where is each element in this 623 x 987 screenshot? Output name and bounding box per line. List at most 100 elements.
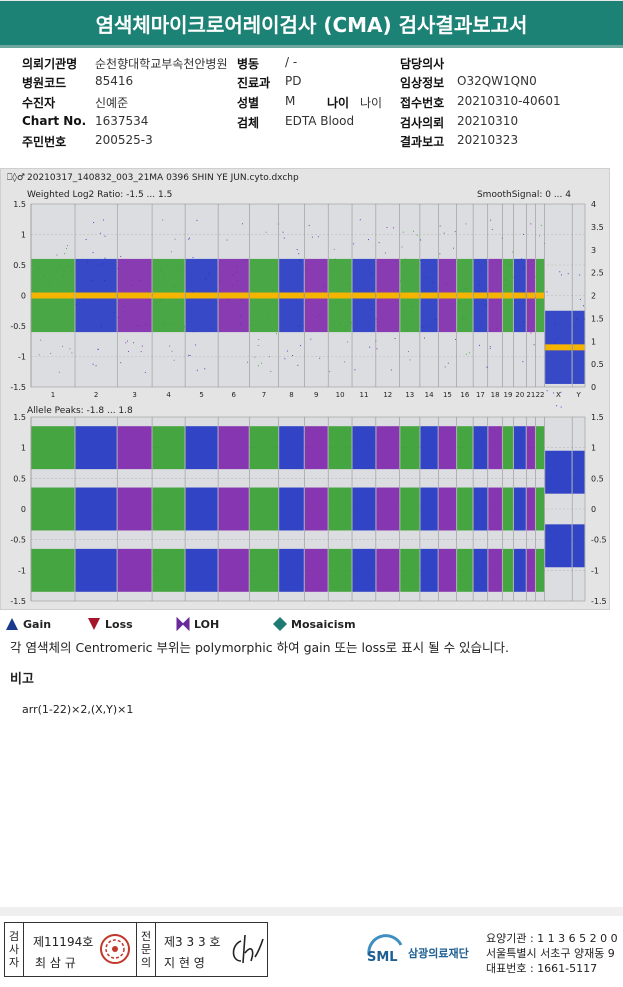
ratio-point	[141, 345, 143, 347]
top-plot-right-title: SmoothSignal: 0 ... 4	[477, 190, 571, 200]
ratio-point	[401, 262, 403, 264]
ratio-point	[530, 223, 532, 225]
ratio-point	[210, 327, 212, 329]
ratio-point	[319, 314, 321, 316]
allele-band	[457, 426, 473, 470]
ratio-point	[371, 308, 373, 310]
ratio-point	[204, 368, 206, 370]
info-value: 20210310-40601	[457, 94, 561, 108]
allele-band	[376, 487, 400, 531]
ratio-point	[95, 365, 97, 367]
ratio-point	[38, 354, 40, 356]
ratio-point	[317, 236, 319, 238]
ratio-point	[189, 237, 191, 239]
ratio-point	[454, 231, 456, 233]
ratio-point	[171, 350, 173, 352]
smooth-signal	[328, 292, 352, 299]
ratio-point	[104, 257, 106, 259]
ratio-point	[420, 260, 422, 261]
chromosome-label: 22	[536, 391, 545, 399]
ratio-point	[554, 342, 556, 344]
phone: 대표번호 : 1661-5117	[486, 962, 598, 975]
ratio-point	[173, 324, 175, 325]
ratio-point	[104, 280, 106, 281]
chromosome-label: 10	[336, 391, 345, 399]
ratio-point	[521, 258, 523, 260]
legend-label: Loss	[105, 617, 133, 631]
ratio-point	[311, 236, 313, 238]
ratio-point	[455, 339, 457, 340]
ratio-point	[376, 348, 378, 350]
ratio-point	[63, 270, 65, 272]
ratio-point	[478, 284, 480, 286]
ratio-point	[151, 294, 153, 296]
ratio-point	[402, 231, 404, 233]
ratio-point	[174, 238, 176, 240]
info-label: 결과보고	[400, 135, 445, 149]
y-tick-label: -1	[18, 566, 26, 575]
y-tick-label: 0	[21, 505, 26, 514]
allele-band	[218, 548, 249, 592]
smooth-signal	[535, 292, 545, 299]
smooth-signal	[473, 292, 488, 299]
ratio-point	[522, 321, 524, 323]
allele-band	[457, 487, 473, 531]
chromosome-label: 11	[359, 391, 368, 399]
info-label: 임상정보	[400, 76, 445, 90]
allele-band	[152, 487, 185, 531]
ratio-point	[35, 290, 37, 292]
ratio-point	[162, 323, 164, 325]
file-name: 20210317_140832_003_21MA 0396 SHIN YE JU…	[27, 173, 299, 183]
right-tick-label: 1.5	[591, 413, 604, 422]
ratio-point	[491, 229, 493, 231]
chromosome-label: 9	[314, 391, 318, 399]
ratio-point	[369, 346, 371, 348]
allele-band	[328, 548, 352, 592]
right-tick-label: 1	[591, 444, 596, 453]
allele-band	[117, 426, 152, 470]
allele-band	[218, 426, 249, 470]
smooth-signal	[31, 292, 75, 299]
ratio-point	[465, 353, 467, 355]
allele-band	[420, 487, 438, 531]
ratio-point	[188, 238, 190, 240]
logo-text: SML	[367, 950, 398, 965]
chromosome-label: 7	[262, 391, 266, 399]
ratio-point	[560, 391, 562, 393]
examiner-name: 최 삼 규	[35, 956, 76, 970]
allele-band	[31, 487, 75, 531]
ratio-point	[329, 371, 331, 372]
ratio-point	[567, 273, 569, 275]
smooth-signal	[526, 292, 535, 299]
smooth-signal	[488, 292, 502, 299]
ratio-point	[319, 357, 321, 359]
info-value: PD	[285, 74, 302, 88]
allele-band	[545, 450, 572, 494]
chromosome-label: 4	[166, 391, 171, 399]
y-tick-label: -0.5	[10, 536, 26, 545]
info-label: 성별	[237, 96, 260, 110]
ratio-point	[556, 338, 558, 339]
ratio-point	[125, 342, 127, 344]
ratio-point	[195, 344, 197, 346]
ratio-point	[299, 260, 301, 261]
allele-band	[513, 548, 526, 592]
doctor-label-char: 의	[140, 956, 152, 969]
allele-band	[75, 426, 117, 470]
ratio-point	[127, 340, 128, 342]
sml-logo: SML	[365, 931, 405, 971]
info-value: 신예준	[95, 96, 129, 110]
ratio-point	[188, 354, 190, 356]
right-tick-label: 0	[591, 505, 596, 514]
smooth-signal	[400, 292, 420, 299]
right-tick-label: 0.5	[591, 360, 604, 369]
allele-band	[185, 426, 218, 470]
smooth-signal	[545, 344, 572, 351]
ratio-point	[178, 267, 180, 269]
right-tick-label: 0.5	[591, 474, 604, 483]
examiner-label-char: 사	[8, 943, 20, 956]
bowtie-icon	[176, 617, 190, 631]
ratio-point	[583, 318, 585, 320]
chromosome-label: 13	[405, 391, 414, 399]
y-tick-label: 1.5	[13, 413, 26, 422]
